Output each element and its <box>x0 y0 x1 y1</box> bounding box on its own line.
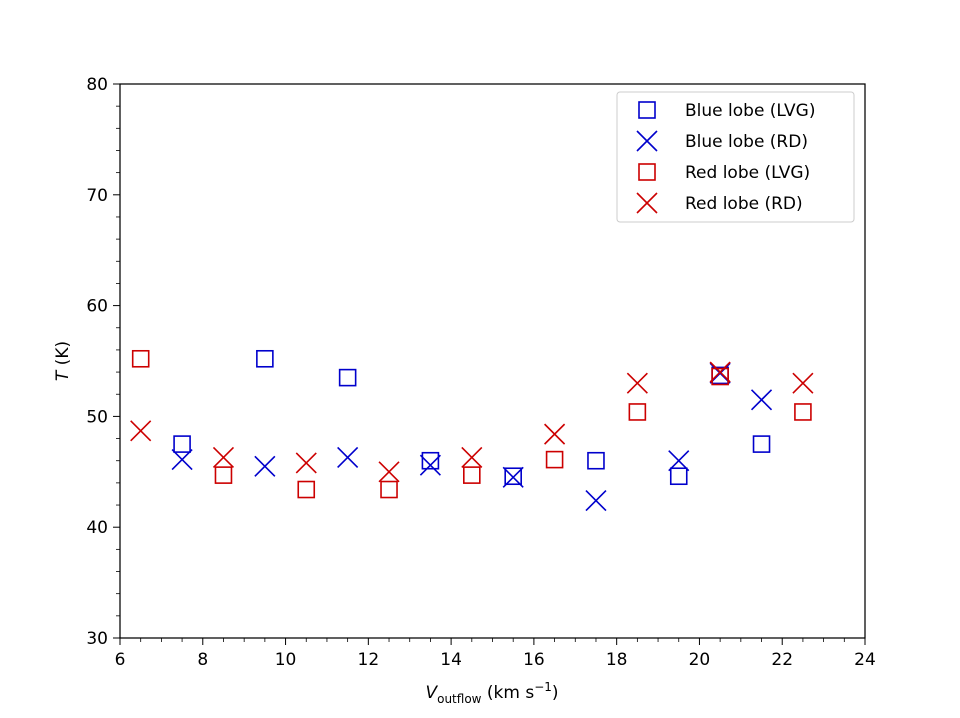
red-lobe-lvg-point <box>131 349 150 368</box>
x-axis-label-unit: (km s <box>481 683 534 703</box>
blue-lobe-rd-point <box>254 455 276 477</box>
red-lobe-rd-point <box>544 423 566 445</box>
legend: Blue lobe (LVG) Blue lobe (RD) Red lobe (L… <box>616 91 855 223</box>
y-tick-label: 50 <box>86 407 108 427</box>
blue-lobe-lvg-point <box>752 435 771 453</box>
red-lobe-rd-point <box>130 420 152 442</box>
blue-lobe-rd-point <box>668 450 690 472</box>
y-axis-label-unit: (K) <box>53 341 73 371</box>
legend-marker-red-lobe-lvg <box>638 163 656 181</box>
legend-marker-blue-lobe-lvg <box>638 101 656 119</box>
x-tick-label: 24 <box>854 650 876 670</box>
x-tick-label: 10 <box>275 650 297 670</box>
blue-lobe-lvg-point <box>504 467 522 486</box>
red-lobe-lvg-point <box>214 466 233 484</box>
red-lobe-lvg-point <box>545 450 564 469</box>
x-tick-label: 22 <box>771 650 793 670</box>
x-tick-label: 18 <box>606 650 628 670</box>
blue-lobe-rd-point <box>171 449 193 471</box>
red-lobe-lvg-point <box>380 480 398 499</box>
data-points <box>130 349 814 512</box>
blue-lobe-rd-point <box>750 389 773 411</box>
x-tick-label: 16 <box>523 650 545 670</box>
plot-frame <box>119 83 866 639</box>
red-lobe-rd-point <box>461 446 483 468</box>
x-axis-label: Voutflow (km s−1) <box>425 680 558 706</box>
legend-label-red-lobe-rd: Red lobe (RD) <box>685 194 803 214</box>
blue-lobe-lvg-point <box>256 349 274 368</box>
x-tick-label: 20 <box>689 650 711 670</box>
red-lobe-rd-point <box>212 446 235 468</box>
blue-lobe-lvg-point <box>421 451 440 470</box>
y-tick-label: 30 <box>86 629 108 649</box>
x-axis-label-sup: −1 <box>534 680 552 694</box>
red-lobe-lvg-point <box>628 403 647 421</box>
red-lobe-lvg-point <box>463 466 481 484</box>
blue-lobe-rd-point <box>419 454 441 476</box>
x-tick-label: 14 <box>440 650 462 670</box>
blue-lobe-rd-point <box>585 490 607 512</box>
x-tick-label: 12 <box>358 650 380 670</box>
x-axis-label-main: V <box>425 683 438 703</box>
legend-label-blue-lobe-lvg: Blue lobe (LVG) <box>685 101 815 121</box>
x-tick-label: 8 <box>197 650 208 670</box>
red-lobe-lvg-point <box>794 403 812 421</box>
blue-lobe-lvg-point <box>338 368 357 387</box>
x-axis-label-close: ) <box>552 683 559 703</box>
red-lobe-lvg-point <box>711 367 729 386</box>
y-tick-label: 70 <box>86 186 108 206</box>
red-lobe-rd-point <box>709 361 731 383</box>
legend-marker-red-lobe-rd <box>636 192 658 214</box>
red-lobe-rd-point <box>295 452 317 474</box>
red-lobe-rd-point <box>378 461 400 483</box>
y-axis-label: T (K) <box>53 341 73 381</box>
legend-marker-blue-lobe-rd <box>636 130 658 152</box>
red-lobe-rd-point <box>792 372 814 394</box>
y-axis-label-main: T <box>53 369 73 381</box>
blue-lobe-lvg-point <box>173 435 191 453</box>
x-axis-label-sub: outflow <box>437 692 482 706</box>
blue-lobe-lvg-point <box>669 467 688 486</box>
blue-lobe-rd-point <box>502 466 524 488</box>
red-lobe-lvg-point <box>297 480 316 499</box>
y-tick-label: 40 <box>86 518 108 538</box>
red-lobe-rd-point <box>626 372 648 394</box>
y-tick-label: 60 <box>86 297 108 317</box>
x-tick-label: 6 <box>115 650 126 670</box>
legend-box <box>616 91 855 223</box>
legend-label-blue-lobe-rd: Blue lobe (RD) <box>685 132 808 152</box>
blue-lobe-rd-point <box>337 446 359 468</box>
axis-ticks: 6 8 10 12 14 16 18 20 22 24 30 40 50 60 70 80 <box>86 75 875 670</box>
y-tick-label: 80 <box>86 75 108 95</box>
blue-lobe-lvg-point <box>587 451 605 470</box>
legend-label-red-lobe-lvg: Red lobe (LVG) <box>685 163 810 183</box>
